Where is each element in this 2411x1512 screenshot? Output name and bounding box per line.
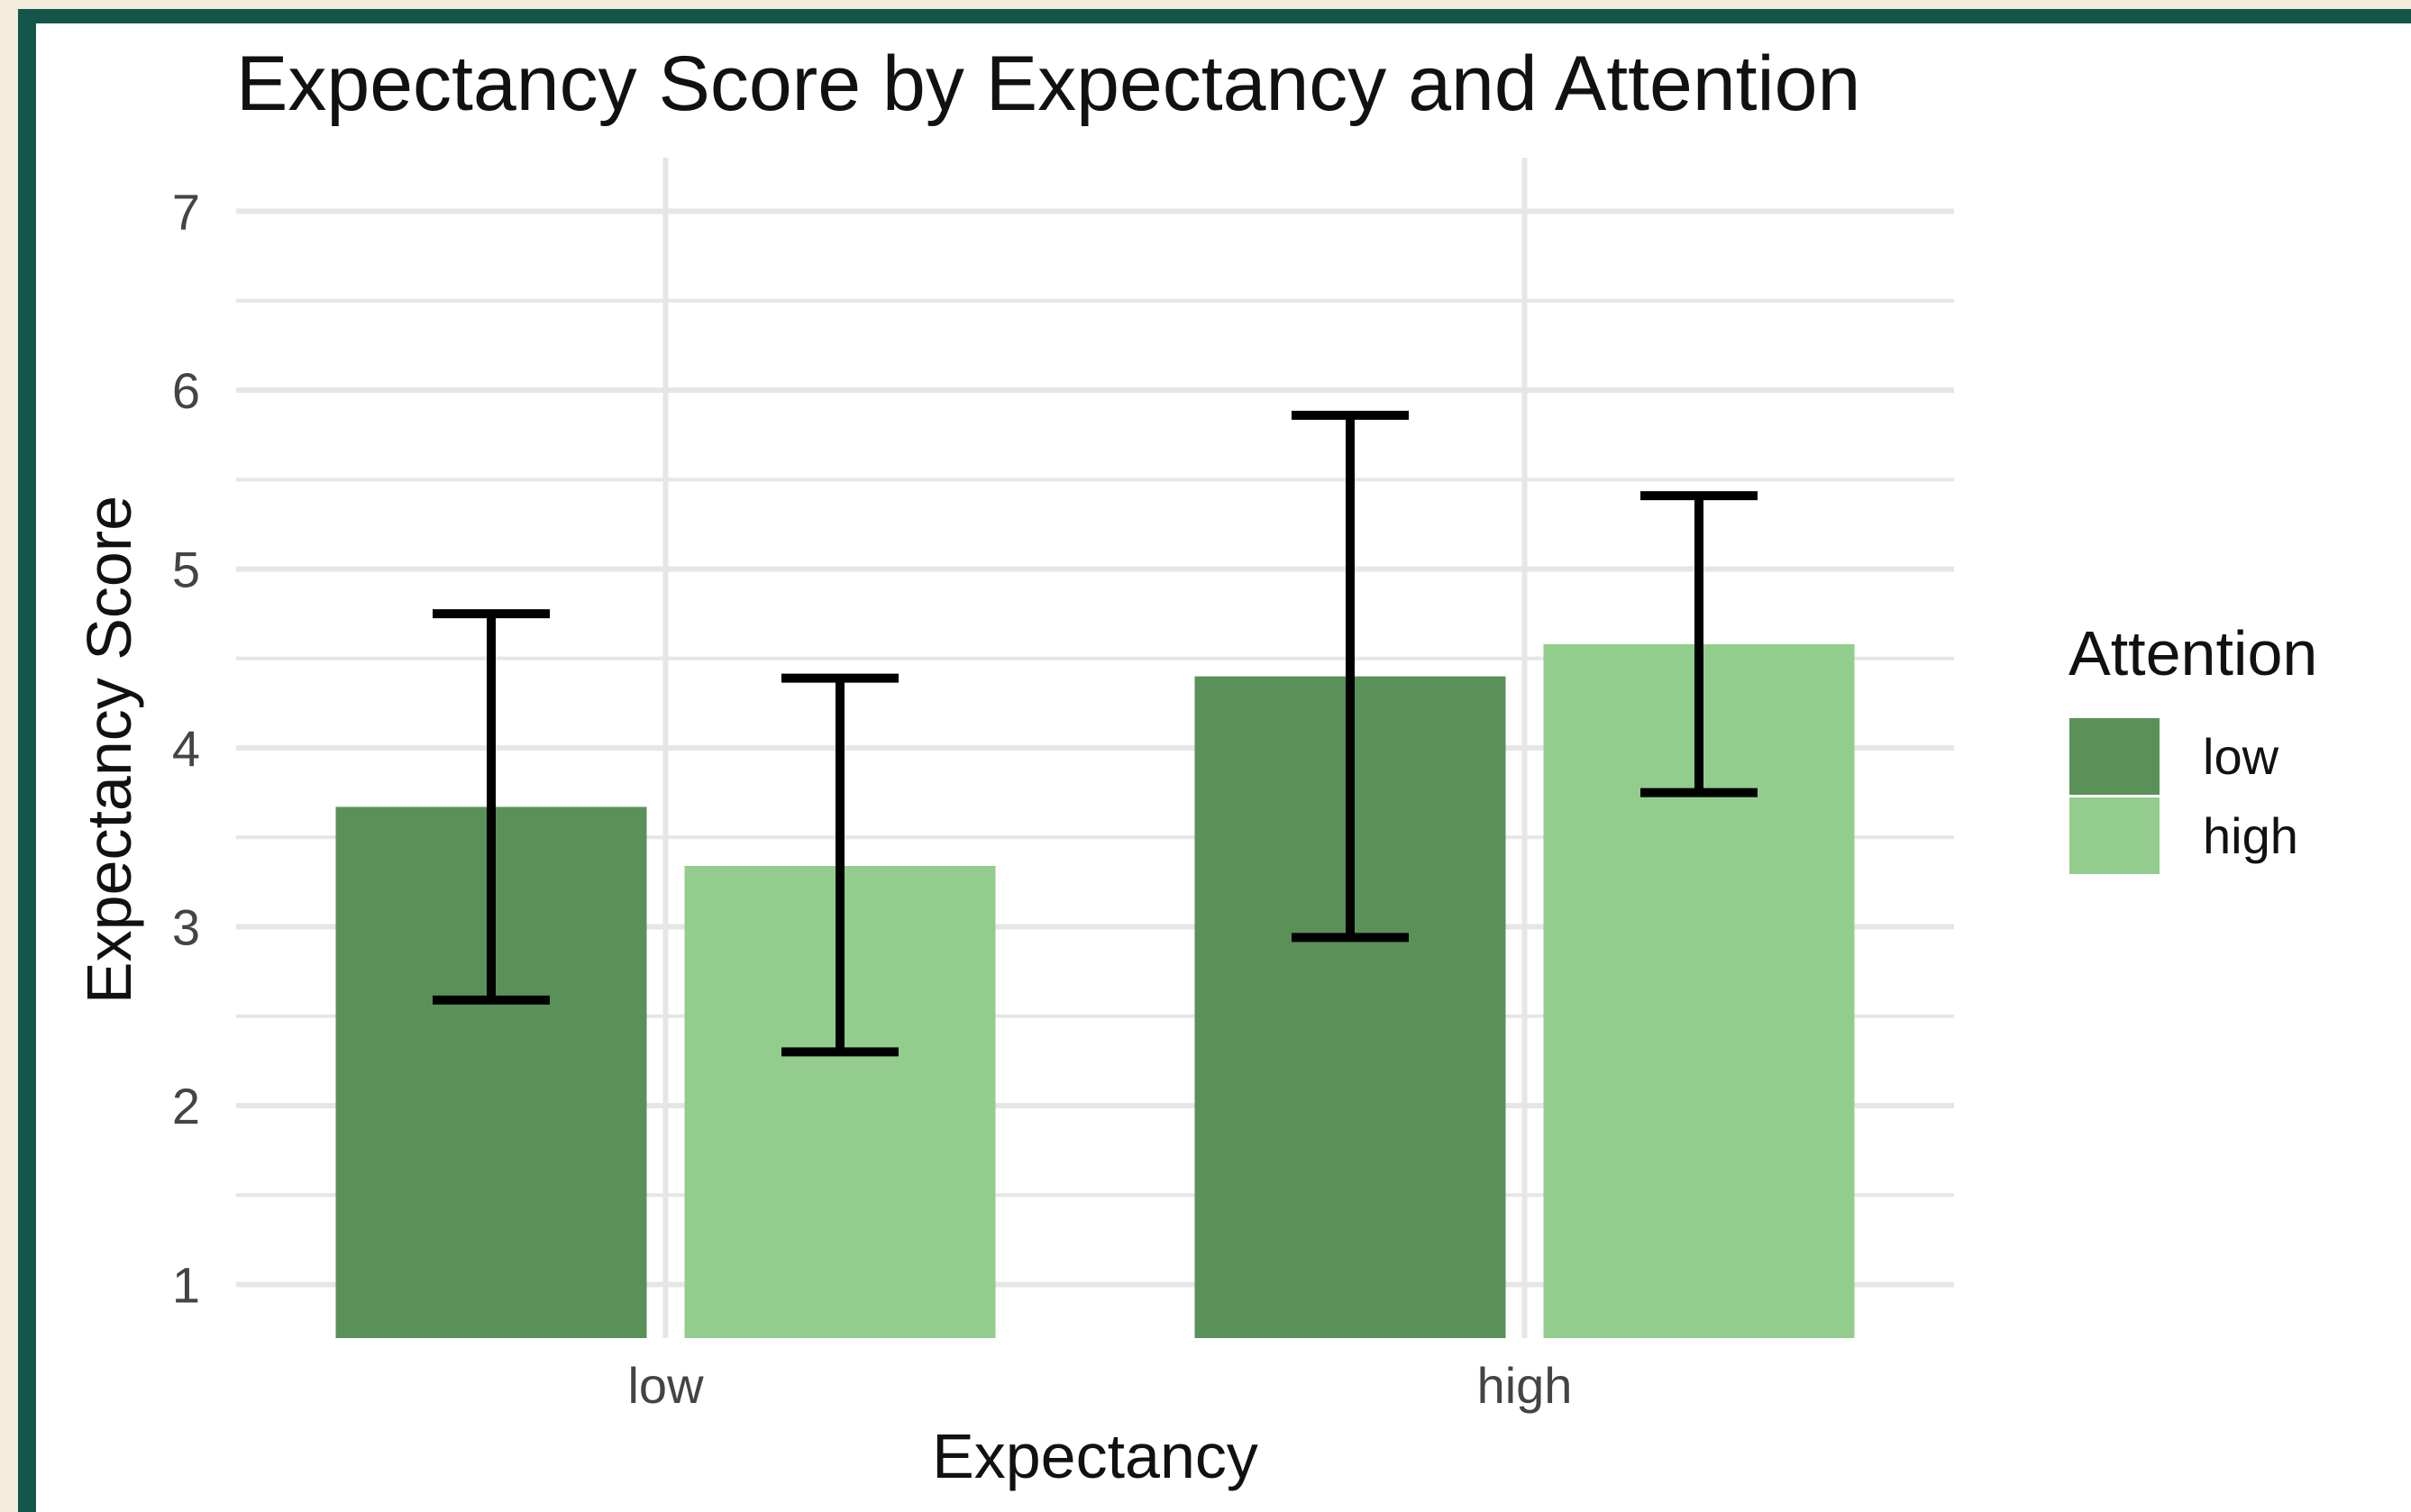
legend: Attention low high	[2069, 618, 2317, 874]
y-tick-label: 7	[172, 184, 200, 241]
legend-label-low: low	[2203, 728, 2279, 785]
chart-title: Expectancy Score by Expectancy and Atten…	[236, 41, 1860, 127]
y-tick-label: 3	[172, 898, 200, 955]
legend-key-high	[2069, 797, 2160, 874]
y-tick-label: 2	[172, 1078, 200, 1134]
x-tick-label: high	[1477, 1357, 1573, 1414]
legend-title: Attention	[2069, 618, 2317, 688]
bars	[335, 643, 1855, 1338]
legend-key-low	[2069, 718, 2160, 795]
y-axis-title: Expectancy Score	[74, 496, 144, 1004]
x-axis-title: Expectancy	[932, 1421, 1258, 1491]
legend-items: low high	[2069, 718, 2298, 874]
error-bars	[433, 410, 1758, 1057]
x-tick-label: low	[627, 1357, 704, 1414]
y-tick-label: 4	[172, 720, 200, 777]
tick-labels: 1 2 3 4 5 6 7 low high	[172, 184, 1573, 1414]
y-tick-label: 1	[172, 1256, 200, 1313]
legend-label-high: high	[2203, 807, 2298, 864]
y-tick-label: 6	[172, 362, 200, 419]
y-tick-label: 5	[172, 542, 200, 598]
